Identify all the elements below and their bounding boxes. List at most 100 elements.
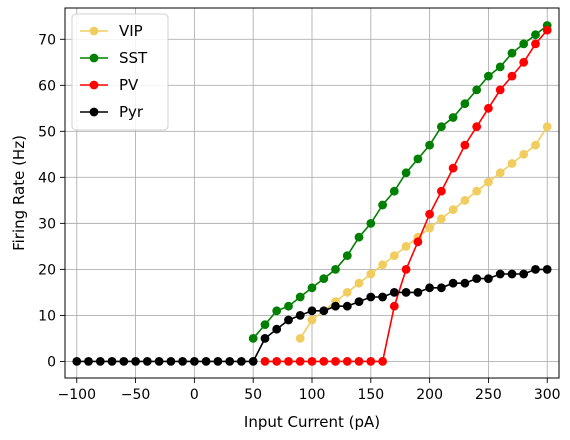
legend-label-vip: VIP [119, 22, 143, 40]
data-point-sst [378, 200, 387, 210]
data-point-vip [484, 177, 493, 187]
series-layer [72, 21, 552, 366]
data-point-pv [366, 357, 376, 366]
data-point-pyr [319, 306, 329, 316]
data-point-pv [331, 357, 340, 366]
data-point-vip [448, 205, 458, 215]
data-point-sst [331, 265, 340, 274]
data-point-sst [495, 62, 505, 72]
data-point-pv [378, 357, 387, 366]
data-point-sst [460, 99, 470, 109]
y-tick-label: 70 [38, 32, 56, 48]
data-point-sst [448, 113, 458, 122]
data-point-vip [378, 260, 387, 270]
legend-marker-pyr [89, 107, 99, 117]
series-pyr [72, 265, 552, 366]
data-point-vip [307, 315, 317, 325]
x-axis-label: Input Current (pA) [244, 413, 380, 431]
series-line-sst [252, 24, 548, 339]
data-point-pv [507, 71, 517, 81]
x-tick-label: 150 [357, 387, 384, 403]
data-point-sst [519, 39, 529, 49]
data-point-sst [260, 320, 270, 329]
grid-lines [65, 8, 559, 378]
data-point-pyr [225, 357, 235, 366]
data-point-pv [413, 237, 423, 247]
x-tick-label: −50 [121, 387, 151, 403]
data-point-sst [413, 154, 423, 164]
data-point-sst [319, 274, 329, 283]
data-point-vip [472, 186, 482, 196]
data-point-sst [437, 122, 446, 132]
data-point-pv [542, 25, 552, 35]
data-point-pyr [95, 357, 105, 366]
data-point-pyr [437, 283, 446, 293]
data-point-pv [260, 357, 270, 366]
data-point-pyr [107, 357, 117, 366]
x-tick-label: 100 [299, 387, 326, 403]
data-point-pyr [413, 288, 423, 297]
data-point-vip [460, 196, 470, 205]
data-point-pyr [484, 274, 493, 283]
data-point-pyr [248, 357, 258, 366]
legend-label-pyr: Pyr [119, 103, 144, 121]
y-tick-label: 50 [38, 124, 56, 140]
data-point-pv [495, 85, 505, 95]
data-point-pv [401, 265, 411, 274]
data-point-vip [425, 223, 434, 233]
data-point-pyr [260, 334, 270, 343]
x-tick-label: 50 [244, 387, 262, 403]
data-point-pyr [542, 265, 552, 274]
x-tick-label: 200 [416, 387, 443, 403]
data-point-vip [495, 168, 505, 178]
data-point-pyr [378, 292, 387, 302]
data-point-pyr [131, 357, 141, 366]
data-point-pv [389, 301, 399, 311]
data-point-pyr [425, 283, 434, 293]
y-tick-label: 60 [38, 78, 56, 94]
data-point-pyr [295, 311, 305, 320]
data-point-pyr [201, 357, 211, 366]
data-point-sst [507, 48, 517, 58]
legend-label-pv: PV [119, 76, 139, 94]
data-point-pyr [366, 292, 376, 302]
data-point-vip [542, 122, 552, 132]
data-point-pv [425, 209, 434, 219]
data-point-pv [437, 186, 446, 196]
data-point-pyr [331, 301, 340, 311]
data-point-pyr [166, 357, 176, 366]
y-tick-label: 10 [38, 308, 56, 324]
data-point-vip [401, 242, 411, 251]
data-point-pyr [531, 265, 540, 274]
legend-marker-vip [89, 26, 99, 36]
data-point-pv [531, 39, 540, 49]
data-point-sst [389, 186, 399, 196]
data-point-sst [366, 219, 376, 228]
data-point-sst [342, 251, 352, 260]
data-point-sst [295, 292, 305, 302]
data-point-sst [425, 140, 434, 150]
y-tick-label: 20 [38, 262, 56, 278]
data-point-sst [307, 283, 317, 293]
data-point-vip [366, 269, 376, 279]
data-point-pv [295, 357, 305, 366]
data-point-pyr [519, 269, 529, 279]
plot-frame [64, 7, 560, 379]
series-sst [248, 21, 552, 343]
data-point-vip [437, 214, 446, 224]
data-point-vip [342, 288, 352, 297]
y-axis-ticks: 0 10 20 30 40 50 60 70 [38, 32, 65, 370]
data-point-sst [531, 30, 540, 40]
series-pv [260, 25, 552, 366]
data-point-vip [531, 140, 540, 150]
data-point-pyr [448, 278, 458, 288]
data-point-pyr [84, 357, 93, 366]
data-point-sst [401, 168, 411, 178]
data-point-pv [354, 357, 364, 366]
data-point-pyr [284, 315, 293, 325]
data-point-pv [484, 103, 493, 113]
data-point-pv [519, 57, 529, 67]
data-point-pyr [154, 357, 164, 366]
data-point-pyr [472, 274, 482, 283]
data-point-pyr [401, 288, 411, 297]
